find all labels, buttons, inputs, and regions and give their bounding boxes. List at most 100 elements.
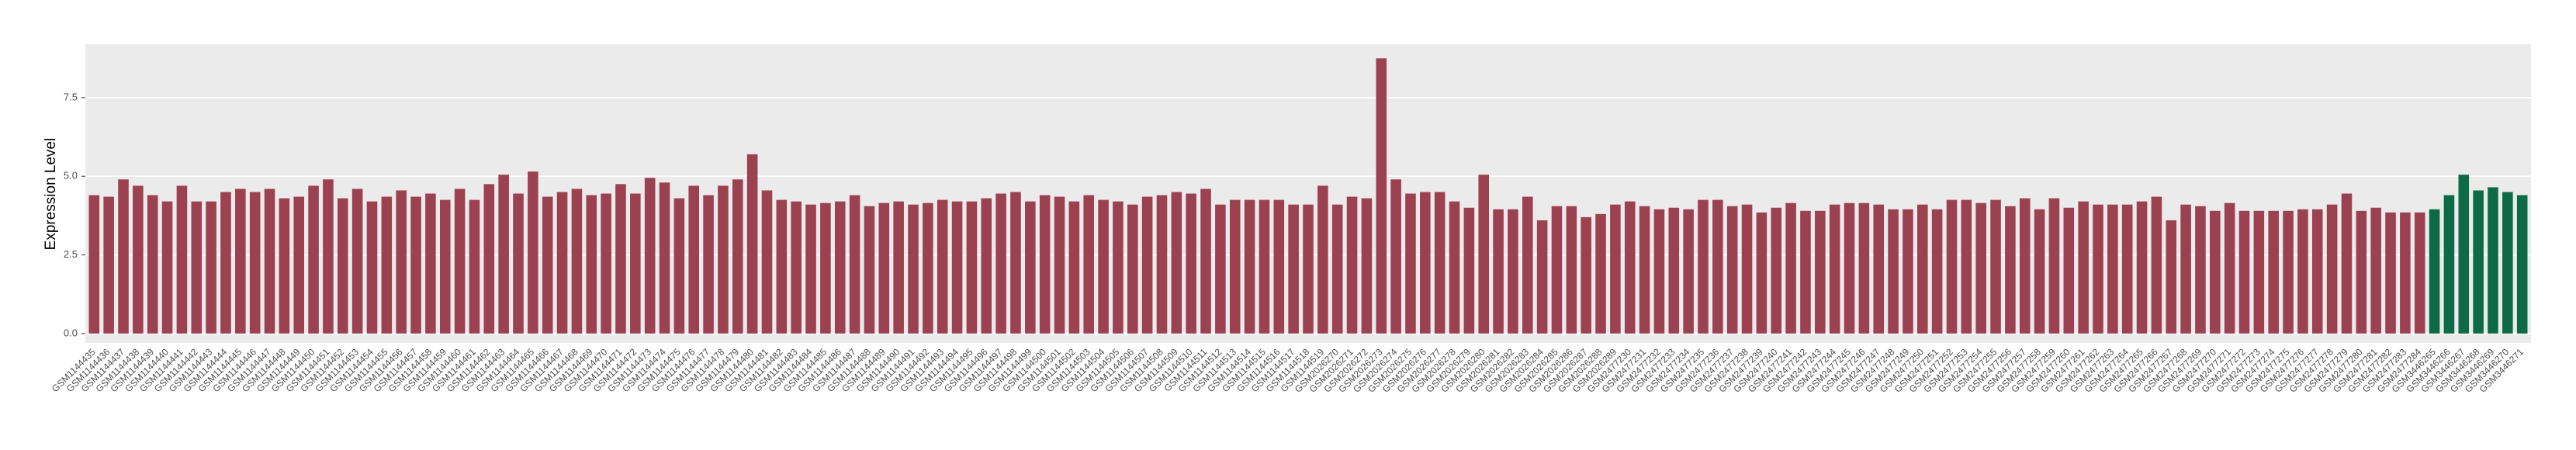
bar: [834, 201, 846, 334]
bar: [206, 201, 216, 334]
bar: [1946, 199, 1958, 334]
bar: [923, 202, 933, 334]
bar: [2370, 207, 2381, 334]
bar: [1771, 207, 1782, 334]
bar: [2136, 201, 2148, 334]
bar: [1127, 204, 1138, 334]
bar: [2210, 210, 2221, 334]
bar: [1113, 201, 1124, 334]
bar: [1931, 209, 1943, 334]
bar: [2063, 207, 2075, 334]
bar: [1186, 193, 1196, 334]
bar: [2341, 193, 2353, 334]
bar: [820, 202, 831, 334]
bar: [1317, 185, 1328, 334]
bar: [1975, 202, 1986, 334]
bar: [410, 196, 421, 334]
bar: [483, 184, 495, 334]
bar: [1259, 199, 1270, 334]
bar: [2458, 175, 2470, 334]
bar: [279, 198, 290, 334]
bar: [1390, 179, 1401, 334]
bar: [981, 198, 992, 334]
bar: [2093, 204, 2103, 334]
bar: [1566, 206, 1577, 334]
bar: [2400, 212, 2411, 334]
bar: [1815, 210, 1826, 334]
bar: [791, 201, 802, 334]
bar: [1961, 199, 1972, 334]
bar: [1785, 202, 1796, 334]
bar: [1141, 196, 1153, 334]
bar: [118, 179, 129, 334]
bar: [1420, 192, 1431, 334]
bar: [1039, 195, 1051, 334]
bar: [2326, 204, 2338, 334]
bar: [2473, 190, 2484, 334]
bar: [659, 182, 670, 334]
bar: [1858, 202, 1870, 334]
bar: [2502, 192, 2513, 334]
y-tick-label: 2.5: [64, 248, 78, 260]
bar: [513, 193, 524, 334]
y-tick-label: 0.0: [64, 327, 78, 338]
bar: [601, 193, 611, 334]
bar: [2429, 209, 2440, 334]
bar: [805, 204, 816, 334]
bar: [1331, 204, 1343, 334]
bar: [893, 201, 904, 334]
bar: [308, 185, 319, 334]
bar: [1025, 201, 1036, 334]
bar: [1463, 207, 1475, 334]
bar: [1712, 199, 1723, 334]
bar: [1200, 189, 1211, 334]
bar: [1668, 207, 1680, 334]
bar: [1990, 199, 2001, 334]
y-axis-label: Expression Level: [43, 138, 59, 251]
y-tick-label: 7.5: [64, 91, 78, 102]
bar: [2488, 187, 2498, 334]
bar: [688, 185, 700, 334]
bar: [2224, 202, 2235, 334]
bar: [1653, 209, 1665, 334]
bar: [644, 178, 656, 334]
bar: [220, 192, 231, 334]
bar: [1698, 199, 1709, 334]
bar: [1916, 204, 1928, 334]
bar: [864, 206, 875, 334]
bar: [1551, 206, 1563, 334]
bar: [2356, 210, 2367, 334]
bar: [1581, 216, 1591, 334]
bar: [1361, 198, 1373, 334]
bar: [1054, 196, 1065, 334]
bar: [323, 179, 334, 334]
bar: [1156, 195, 1168, 334]
bar: [1595, 213, 1606, 334]
bar: [2005, 206, 2016, 334]
bar: [2078, 201, 2089, 334]
bar: [2166, 220, 2177, 334]
bar: [1244, 199, 1255, 334]
bar: [103, 196, 114, 334]
bar: [2019, 198, 2031, 334]
bar: [1508, 209, 1518, 334]
bar: [1405, 193, 1416, 334]
bar: [630, 193, 641, 334]
bar: [1726, 206, 1738, 334]
bar: [264, 189, 275, 334]
bar: [1844, 202, 1855, 334]
bar: [1376, 58, 1387, 334]
bar: [1800, 210, 1811, 334]
bar: [1888, 209, 1899, 334]
bar: [293, 196, 305, 334]
bar: [1083, 195, 1095, 334]
bar: [396, 190, 407, 334]
bar: [615, 184, 626, 334]
bar: [2516, 195, 2528, 334]
bar: [1741, 204, 1753, 334]
bar: [878, 202, 890, 334]
bar: [1229, 199, 1241, 334]
bar: [1098, 199, 1109, 334]
bar: [703, 195, 714, 334]
bar: [161, 201, 173, 334]
